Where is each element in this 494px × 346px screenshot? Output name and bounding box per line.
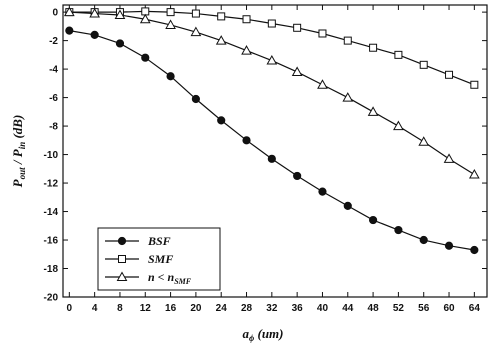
data-point-n-n-smf [165, 19, 176, 29]
x-axis-title: aϕ (um) [243, 326, 284, 343]
y-tick-label: -18 [44, 264, 59, 275]
y-tick-label: -6 [49, 93, 58, 104]
legend-marker-n [116, 271, 128, 281]
data-point-n-n-smf [342, 92, 354, 102]
data-point-n-n-smf [89, 8, 100, 18]
y-tick-label: -4 [49, 65, 58, 76]
data-point-smf [191, 9, 200, 18]
x-axis: 0 4 8 12 16 20 24 28 32 36 40 44 48 52 56 60 64 [67, 5, 481, 314]
y-tick-label: -14 [44, 207, 59, 218]
x-tick-label: 60 [443, 303, 455, 314]
data-point-smf [419, 60, 428, 69]
y-tick-label: -20 [44, 293, 59, 304]
y-tick-label: -8 [49, 122, 58, 133]
x-tick-label: 20 [190, 303, 202, 314]
x-tick-label: 24 [216, 303, 228, 314]
x-tick-label: 64 [469, 303, 481, 314]
legend-marker-smf [118, 255, 126, 263]
data-point-n-n-smf [190, 26, 202, 37]
data-point-n-n-smf [139, 13, 151, 24]
y-tick-label: -12 [44, 179, 59, 190]
data-point-n-n-smf [393, 120, 404, 131]
data-point-smf [369, 43, 378, 52]
data-point-smf [318, 29, 327, 38]
legend-label-smf: SMF [148, 252, 173, 266]
data-point-bsf [141, 53, 150, 62]
data-point-n-n-smf [114, 9, 126, 19]
data-point-bsf [115, 39, 125, 48]
data-point-bsf [166, 72, 175, 81]
data-point-n-n-smf [63, 6, 75, 17]
data-point-bsf [293, 171, 302, 181]
data-point-bsf [242, 136, 251, 145]
y-tick-label: 0 [52, 8, 58, 19]
data-point-bsf [419, 235, 428, 245]
data-point-n-n-smf [291, 66, 303, 76]
x-tick-label: 32 [266, 303, 278, 314]
legend-entry-smf: SMF [105, 252, 173, 266]
x-tick-label: 8 [117, 303, 123, 314]
data-point-smf [394, 50, 403, 59]
legend-label-bsf: BSF [147, 234, 171, 248]
data-point-smf [343, 36, 352, 45]
data-point-bsf [90, 30, 99, 40]
data-point-smf [267, 19, 276, 28]
data-point-bsf [267, 154, 276, 163]
y-tick-label: -10 [44, 150, 59, 161]
data-point-n-n-smf [468, 168, 480, 179]
data-point-n-n-smf [317, 79, 328, 89]
x-tick-label: 48 [368, 303, 380, 314]
x-tick-label: 0 [67, 303, 73, 314]
data-point-bsf [394, 225, 403, 235]
y-axis-title: Pout / Pin (dB) [10, 115, 27, 188]
data-point-n-n-smf [418, 136, 430, 146]
data-point-bsf [368, 215, 378, 225]
series-layer [63, 6, 480, 255]
data-point-smf [293, 23, 302, 32]
x-tick-label: 56 [418, 303, 430, 314]
legend-label-n: n < nSMF [148, 270, 192, 286]
x-tick-label: 4 [92, 303, 98, 314]
data-point-bsf [343, 201, 352, 210]
data-point-bsf [470, 245, 479, 255]
data-point-smf [470, 80, 479, 89]
data-point-bsf [65, 26, 74, 35]
y-axis: 0 -2 -4 -6 -8 -10 -12 -14 -16 -18 -20 [44, 8, 487, 304]
x-tick-label: 44 [342, 303, 354, 314]
x-tick-label: 36 [292, 303, 304, 314]
x-tick-label: 16 [165, 303, 177, 314]
legend: BSF SMF n < nSMF [97, 227, 221, 291]
data-point-n-n-smf [215, 35, 227, 45]
data-point-bsf [318, 187, 327, 196]
data-point-smf [166, 8, 175, 17]
data-point-smf [217, 12, 226, 21]
data-point-bsf [191, 94, 200, 104]
data-point-bsf [217, 116, 226, 125]
x-tick-label: 28 [241, 303, 253, 314]
x-tick-label: 52 [393, 303, 405, 314]
legend-entry-bsf: BSF [105, 234, 171, 248]
x-tick-label: 12 [140, 303, 152, 314]
data-point-n-n-smf [266, 55, 278, 65]
data-point-n-n-smf [367, 106, 379, 116]
legend-entry-n: n < nSMF [105, 270, 192, 286]
data-point-n-n-smf [443, 153, 455, 163]
data-point-bsf [444, 241, 454, 250]
data-point-n-n-smf [241, 45, 252, 55]
y-tick-label: -2 [49, 36, 58, 47]
x-tick-label: 40 [317, 303, 329, 314]
data-point-smf [242, 15, 251, 24]
data-point-smf [445, 70, 454, 79]
y-tick-label: -16 [44, 236, 59, 247]
legend-marker-bsf [117, 236, 127, 246]
